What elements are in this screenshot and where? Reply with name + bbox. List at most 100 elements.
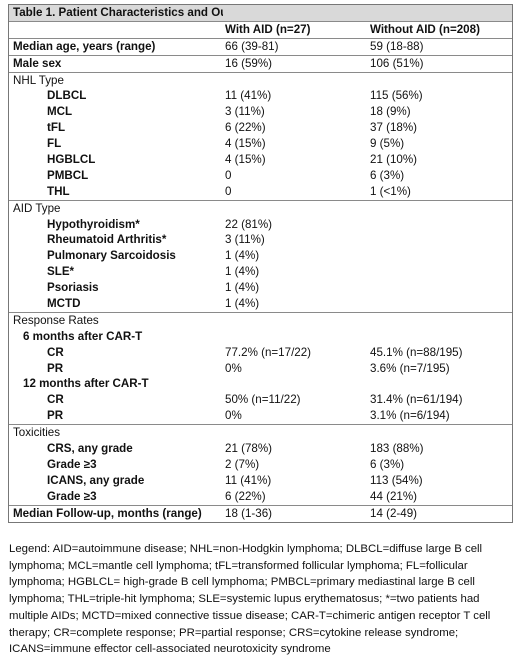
row-label: Male sex [13,56,62,70]
table-row: CR 50% (n=11/22) 31.4% (n=61/194) [9,392,512,408]
cell-with-aid: 50% (n=11/22) [225,393,301,407]
table-row: FL 4 (15%) 9 (5%) [9,136,512,152]
cell-with-aid: 3 (11%) [225,233,265,247]
cell-with-aid: 3 (11%) [225,105,265,119]
table-row: 12 months after CAR-T [9,376,512,392]
cell-without-aid: 37 (18%) [370,121,418,135]
table-row: Grade ≥3 6 (22%) 44 (21%) [9,489,512,505]
row-label: Rheumatoid Arthritis* [47,233,167,247]
column-header-without-aid: Without AID (n=208) [370,22,480,36]
cell-without-aid: 45.1% (n=88/195) [370,345,463,359]
row-label: CR [47,393,64,407]
row-label: 6 months after CAR-T [23,329,143,343]
cell-with-aid: 1 (4%) [225,265,260,279]
table-row: Hypothyroidism* 22 (81%) [9,217,512,233]
cell-with-aid: 21 (78%) [225,442,273,456]
column-header-with-aid: With AID (n=27) [225,22,311,36]
cell-with-aid: 11 (41%) [225,89,272,103]
row-label: 12 months after CAR-T [23,377,149,391]
cell-with-aid: 4 (15%) [225,137,266,151]
row-label: Pulmonary Sarcoidosis [47,249,176,263]
cell-with-aid: 16 (59%) [225,56,273,70]
row-label: Median Follow-up, months (range) [13,506,202,520]
table-row: SLE* 1 (4%) [9,264,512,280]
table-row: Psoriasis 1 (4%) [9,280,512,296]
row-label: HGBLCL [47,153,96,167]
row-label: CRS, any grade [47,442,133,456]
row-label: MCL [47,105,73,119]
table-row: Rheumatoid Arthritis* 3 (11%) [9,232,512,248]
row-label: Grade ≥3 [47,489,97,503]
row-label: Median age, years (range) [13,39,156,53]
cell-without-aid: 6 (3%) [370,168,405,182]
row-label: PR [47,409,64,423]
cell-with-aid: 22 (81%) [225,217,273,231]
cell-with-aid: 0 [225,168,232,182]
cell-with-aid: 0 [225,184,232,198]
cell-with-aid: 0% [225,409,242,423]
cell-without-aid: 44 (21%) [370,489,418,503]
cell-without-aid: 14 (2-49) [370,506,418,520]
table-title: Table 1. Patient Characteristics and Out… [13,6,223,19]
table-row: 6 months after CAR-T [9,329,512,345]
cell-without-aid: 106 (51%) [370,56,424,70]
table-row: MCTD 1 (4%) [9,296,512,312]
row-label: Psoriasis [47,281,99,295]
cell-without-aid: 6 (3%) [370,457,405,471]
cell-with-aid: 4 (15%) [225,153,266,167]
row-label: MCTD [47,297,81,311]
cell-without-aid: 18 (9%) [370,105,411,119]
cell-without-aid: 113 (54%) [370,473,423,487]
table-row: Toxicities [9,424,512,441]
cell-with-aid: 77.2% (n=17/22) [225,345,312,359]
table-row: Median age, years (range) 66 (39-81) 59 (1… [9,37,512,55]
cell-without-aid: 115 (56%) [370,89,423,103]
table-row: AID Type [9,199,512,217]
cell-with-aid: 18 (1-36) [225,506,273,520]
cell-without-aid: 3.6% (n=7/195) [370,361,450,375]
cell-with-aid: 11 (41%) [225,473,272,487]
table-row: NHL Type [9,71,512,89]
table-row: CRS, any grade 21 (78%) 183 (88%) [9,441,512,457]
cell-without-aid: 3.1% (n=6/194) [370,409,450,423]
table-row: tFL 6 (22%) 37 (18%) [9,120,512,136]
cell-with-aid: 1 (4%) [225,297,260,311]
cell-with-aid: 1 (4%) [225,281,260,295]
cell-with-aid: 66 (39-81) [225,39,279,53]
row-label: Grade ≥3 [47,457,97,471]
row-label: Toxicities [13,426,61,440]
table-row: HGBLCL 4 (15%) 21 (10%) [9,152,512,168]
cell-without-aid: 59 (18-88) [370,39,424,53]
row-label: NHL Type [13,73,64,87]
row-label: CR [47,345,64,359]
row-label: Response Rates [13,313,99,327]
table-row: PMBCL 0 6 (3%) [9,168,512,184]
table-row: Grade ≥3 2 (7%) 6 (3%) [9,457,512,473]
row-label: Hypothyroidism* [47,217,140,231]
table-row: Median Follow-up, months (range) 18 (1-36… [9,504,512,522]
table-row: CR 77.2% (n=17/22) 45.1% (n=88/195) [9,345,512,361]
table-row: Male sex 16 (59%) 106 (51%) [9,54,512,72]
table-row: Pulmonary Sarcoidosis 1 (4%) [9,248,512,264]
cell-with-aid: 1 (4%) [225,249,260,263]
table-row: ICANS, any grade 11 (41%) 113 (54%) [9,473,512,489]
row-label: PR [47,361,64,375]
row-label: tFL [47,121,66,135]
table-row: Response Rates [9,311,512,329]
table-row: PR 0% 3.1% (n=6/194) [9,408,512,424]
table-legend: Legend: AID=autoimmune disease; NHL=non-… [9,543,491,656]
row-label: FL [47,137,62,151]
row-label: THL [47,184,70,198]
table-title-row: Table 1. Patient Characteristics and Out… [9,5,512,21]
row-label: AID Type [13,201,61,215]
cell-with-aid: 0% [225,361,242,375]
table-row: DLBCL 11 (41%) 115 (56%) [9,88,512,104]
cell-without-aid: 21 (10%) [370,153,418,167]
cell-without-aid: 31.4% (n=61/194) [370,393,463,407]
row-label: ICANS, any grade [47,473,145,487]
cell-with-aid: 6 (22%) [225,489,266,503]
table-row: PR 0% 3.6% (n=7/195) [9,361,512,377]
table-row: THL 0 1 (<1%) [9,184,512,200]
cell-with-aid: 6 (22%) [225,121,266,135]
table-header-row: With AID (n=27) Without AID (n=208) [9,20,512,38]
